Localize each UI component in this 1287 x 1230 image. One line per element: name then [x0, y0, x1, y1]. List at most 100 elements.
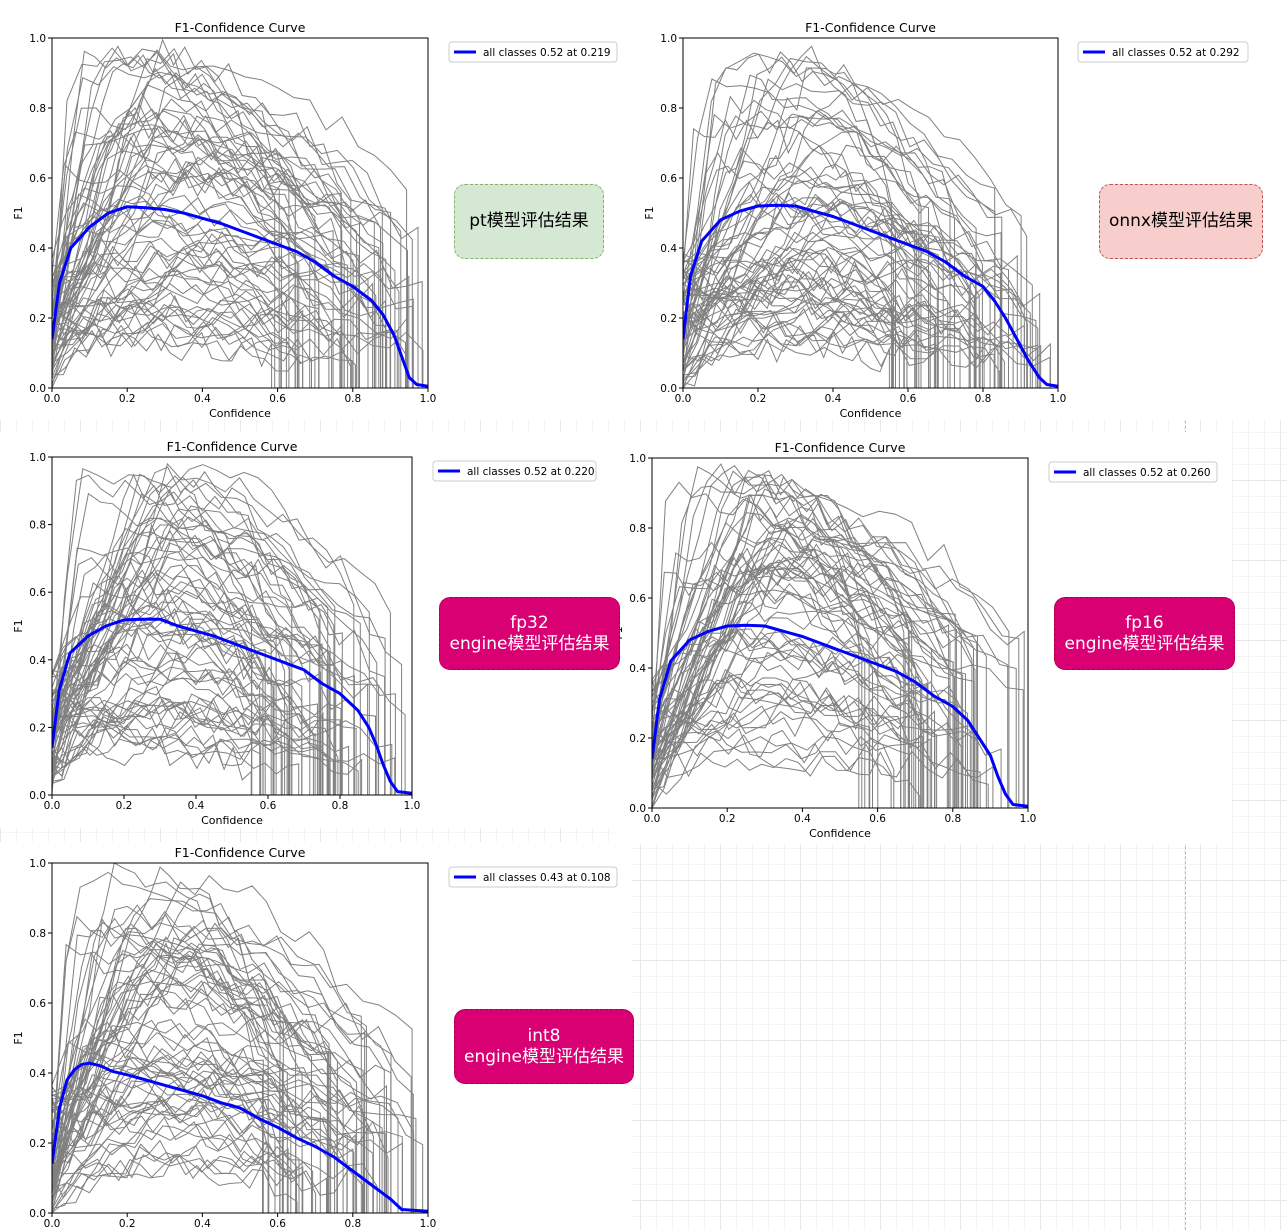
class-curve — [52, 581, 355, 795]
label-onnx-model[interactable]: onnx模型评估结果 — [1099, 184, 1263, 259]
class-curve — [683, 330, 890, 388]
class-curve — [52, 993, 387, 1213]
class-curve — [652, 723, 981, 808]
class-curve — [652, 559, 1017, 808]
class-curve — [652, 678, 962, 808]
class-curve — [683, 239, 1028, 388]
class-curve — [52, 148, 298, 388]
class-curve — [52, 951, 338, 1213]
label-fp16-engine-model[interactable]: fp16 engine模型评估结果 — [1054, 597, 1235, 670]
x-tick-label: 0.0 — [644, 813, 661, 825]
class-curve — [52, 1109, 297, 1213]
class-curve — [52, 590, 322, 795]
class-curve — [52, 667, 341, 795]
y-tick-label: 0.2 — [629, 733, 646, 745]
x-tick-label: 0.2 — [719, 813, 736, 825]
class-curve — [52, 516, 386, 795]
class-curve — [52, 629, 318, 795]
class-curve — [683, 198, 971, 388]
class-curve — [52, 47, 352, 388]
class-curve — [652, 721, 989, 808]
y-tick-label: 0.8 — [29, 103, 46, 115]
y-axis-label: F1 — [12, 1031, 25, 1044]
label-fp32-engine-model[interactable]: fp32 engine模型评估结果 — [439, 597, 620, 670]
y-tick-label: 0.2 — [29, 1138, 46, 1150]
class-curve — [52, 108, 419, 388]
plot-frame — [651, 457, 1029, 809]
x-tick-label: 1.0 — [1020, 813, 1037, 825]
f1-chart-fp16: 0.0 0.2 0.4 0.6 0.8 1.0 0.0 0.2 0.4 0.6 0.8 1.0 F1-C… — [612, 440, 1218, 840]
class-curve — [52, 47, 383, 388]
class-curve — [52, 275, 304, 388]
class-curve — [652, 466, 905, 808]
class-curve — [52, 162, 396, 388]
class-curve — [652, 610, 1024, 808]
f1-chart-onnx: 0.0 0.2 0.4 0.6 0.8 1.0 0.0 0.2 0.4 0.6 0.8 1.0 F1-C… — [643, 20, 1249, 420]
class-curve — [52, 1080, 403, 1213]
f1-chart-int8: 0.0 0.2 0.4 0.6 0.8 1.0 0.0 0.2 0.4 0.6 0.8 1.0 F1-C… — [12, 845, 618, 1230]
x-axis-label: Confidence — [840, 407, 902, 420]
class-curve — [52, 185, 410, 388]
class-curve — [52, 52, 276, 388]
x-tick-label: 0.4 — [794, 813, 811, 825]
class-curve — [52, 84, 402, 388]
class-curve — [52, 1093, 403, 1213]
class-curve — [652, 477, 909, 808]
y-tick-label: 0.6 — [29, 998, 46, 1010]
legend-frame — [1077, 41, 1249, 63]
class-curve — [52, 110, 360, 388]
class-curve — [52, 1069, 270, 1213]
label-pt-model[interactable]: pt模型评估结果 — [454, 184, 604, 259]
class-curve — [683, 284, 999, 388]
class-curve — [52, 685, 262, 795]
class-curve — [52, 473, 329, 795]
class-curve — [52, 693, 289, 795]
x-axis-label: Confidence — [809, 827, 871, 840]
class-curve — [652, 640, 976, 808]
x-tick-label: 0.2 — [119, 1218, 136, 1230]
y-tick-label: 0.0 — [29, 1208, 46, 1220]
class-curve — [652, 552, 929, 808]
class-curve — [683, 289, 1025, 388]
x-tick-label: 0.0 — [44, 1218, 61, 1230]
class-curve — [683, 211, 1025, 388]
class-curve — [652, 488, 879, 808]
class-curve — [52, 517, 291, 795]
class-curve — [683, 255, 949, 388]
y-tick-label: 0.6 — [629, 593, 646, 605]
class-curve — [52, 551, 266, 795]
y-tick-label: 0.4 — [29, 243, 46, 255]
class-curve — [52, 129, 334, 388]
all-classes-curve — [683, 203, 1058, 388]
class-curve — [683, 51, 922, 388]
label-int8-engine-model[interactable]: int8 engine模型评估结果 — [454, 1009, 634, 1084]
x-tick-label: 0.6 — [900, 393, 917, 405]
y-tick-label: 1.0 — [629, 453, 646, 465]
class-curve — [683, 165, 931, 388]
legend-entry: all classes 0.52 at 0.220 — [467, 466, 595, 478]
class-curve — [52, 49, 342, 388]
class-curve — [52, 866, 269, 1213]
class-curve — [52, 943, 364, 1213]
class-curve — [683, 144, 983, 388]
class-curve — [52, 466, 336, 795]
y-tick-label: 0.0 — [29, 383, 46, 395]
class-curve — [652, 703, 892, 808]
y-tick-label: 0.8 — [660, 103, 677, 115]
class-curves-group — [652, 463, 1025, 808]
class-curve — [52, 106, 358, 388]
legend-frame — [448, 41, 618, 63]
all-classes-curve — [52, 1061, 428, 1213]
class-curve — [652, 678, 979, 808]
class-curve — [683, 67, 893, 388]
class-curve — [652, 470, 1010, 808]
chart-title: F1-Confidence Curve — [775, 440, 906, 455]
y-axis-label: F1 — [12, 619, 25, 632]
class-curve — [683, 95, 944, 388]
class-curve — [683, 320, 1000, 388]
class-curve — [52, 473, 277, 795]
class-curve — [52, 66, 392, 388]
all-classes-curve — [652, 623, 1028, 808]
class-curve — [52, 874, 367, 1213]
legend: all classes 0.52 at 0.260 — [1048, 461, 1218, 483]
